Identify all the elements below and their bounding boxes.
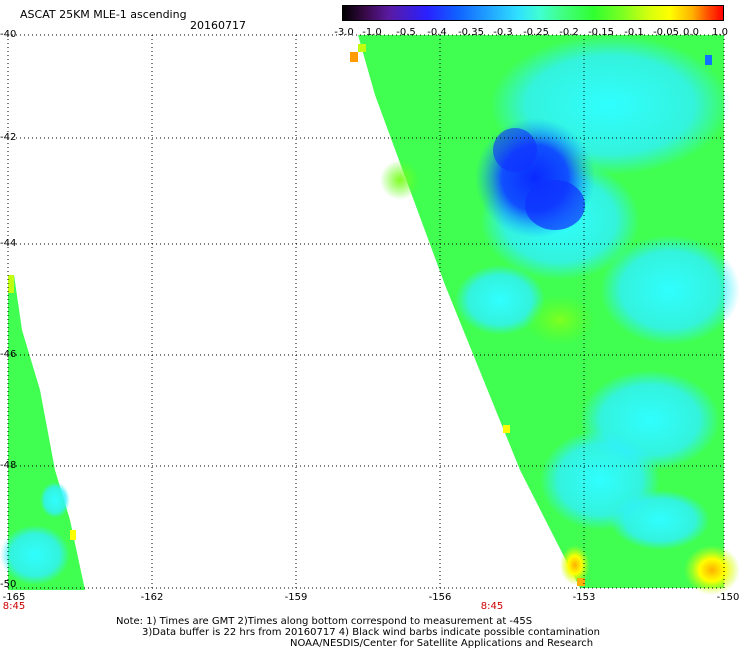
colorbar-label: -0.3 <box>493 27 513 38</box>
lon-label: -162 <box>140 592 164 603</box>
time-label: 8:45 <box>480 601 504 612</box>
colorbar-label: -0.1 <box>624 27 644 38</box>
data-swath-left <box>0 275 85 590</box>
colorbar-label: 0.0 <box>683 27 699 38</box>
lon-label: -150 <box>716 592 740 603</box>
lat-label: -44 <box>0 238 17 249</box>
lat-lon-grid <box>7 34 725 589</box>
colorbar-label: -0.25 <box>523 27 549 38</box>
colorbar-label: 1.0 <box>712 27 728 38</box>
map-title: ASCAT 25KM MLE-1 ascending <box>20 8 187 21</box>
data-swath-right <box>350 35 740 595</box>
lon-label: -159 <box>284 592 308 603</box>
lon-label: -165 <box>2 592 26 603</box>
colorbar-label: -0.15 <box>588 27 614 38</box>
color-scale-bar <box>342 5 724 21</box>
colorbar-label: -3.0 <box>334 27 354 38</box>
colorbar-label: -0.5 <box>396 27 416 38</box>
lat-label: -42 <box>0 132 17 143</box>
lon-label: -156 <box>428 592 452 603</box>
map-date: 20160717 <box>190 19 246 32</box>
note-line-1: Note: 1) Times are GMT 2)Times along bot… <box>116 616 533 627</box>
time-label: 8:45 <box>2 601 26 612</box>
colorbar-label: -1.0 <box>362 27 382 38</box>
colorbar-label: -0.4 <box>427 27 447 38</box>
note-line-3: NOAA/NESDIS/Center for Satellite Applica… <box>290 638 594 649</box>
lat-label: -48 <box>0 460 17 471</box>
note-line-2: 3)Data buffer is 22 hrs from 20160717 4)… <box>142 627 600 638</box>
colorbar-label: -0.05 <box>653 27 679 38</box>
lon-label: -153 <box>572 592 596 603</box>
colorbar-label: -0.35 <box>458 27 484 38</box>
lat-label: -50 <box>0 579 17 590</box>
lat-label: -40 <box>0 29 17 40</box>
colorbar-label: -0.2 <box>559 27 579 38</box>
lat-label: -46 <box>0 349 17 360</box>
